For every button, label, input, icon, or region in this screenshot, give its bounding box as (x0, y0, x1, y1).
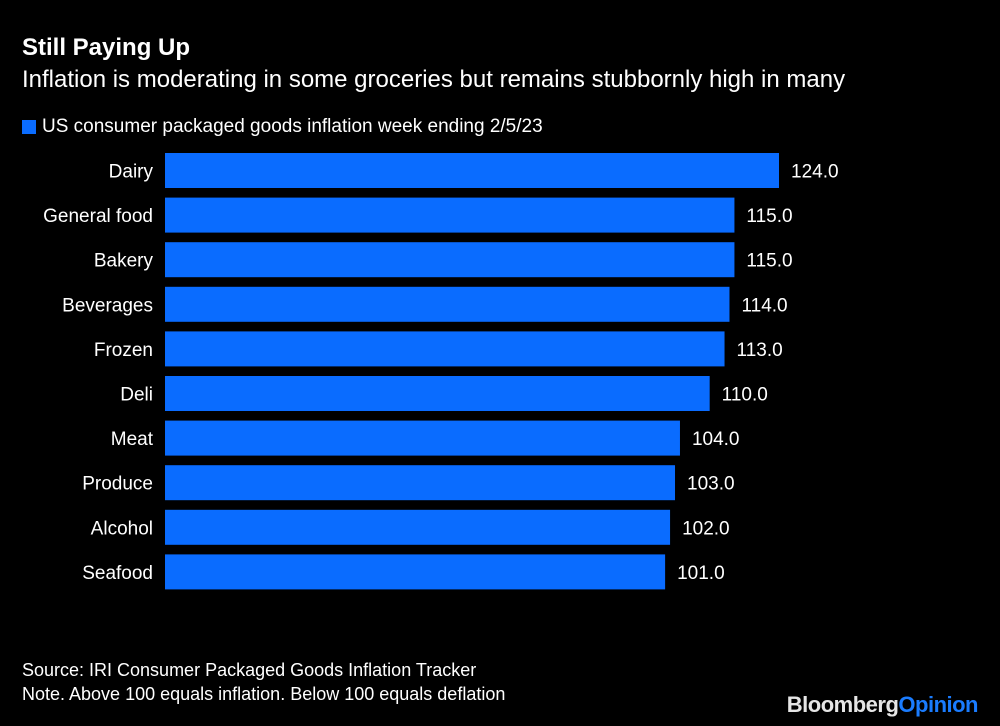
value-label: 103.0 (687, 474, 735, 495)
logo-part-1: Bloomberg (786, 692, 899, 717)
bloomberg-opinion-logo: BloombergOpinion (786, 692, 979, 718)
chart-subtitle: Inflation is moderating in some grocerie… (22, 66, 846, 93)
value-label: 114.0 (741, 295, 787, 316)
bar-general-food (165, 197, 735, 233)
bar-deli (165, 376, 710, 411)
bar-seafood (165, 554, 666, 590)
bar-beverages (165, 286, 730, 322)
legend: US consumer packaged goods inflation wee… (22, 116, 543, 138)
value-label: 101.0 (677, 563, 725, 584)
value-label: 124.0 (791, 162, 839, 183)
category-label: Seafood (82, 563, 153, 584)
value-label: 113.0 (737, 340, 783, 361)
bar-dairy (165, 153, 779, 188)
bar-meat (165, 420, 680, 456)
category-label: Dairy (109, 162, 154, 183)
category-label: Deli (120, 385, 153, 406)
logo-part-2: Opinion (898, 692, 978, 717)
bar-bakery (165, 242, 735, 278)
category-label: Produce (82, 474, 153, 495)
value-label: 110.0 (722, 385, 768, 406)
bar-produce (165, 465, 676, 501)
value-label: 115.0 (746, 206, 792, 227)
chart-title: Still Paying Up (22, 34, 191, 61)
value-label: 115.0 (746, 251, 792, 272)
legend-label: US consumer packaged goods inflation wee… (42, 116, 543, 137)
source-note: Source: IRI Consumer Packaged Goods Infl… (22, 660, 477, 680)
category-label: Alcohol (91, 518, 153, 539)
bar-alcohol (165, 509, 671, 545)
category-label: Frozen (94, 340, 153, 361)
category-label: Beverages (62, 295, 153, 316)
footnote: Note. Above 100 equals inflation. Below … (22, 684, 506, 704)
category-label: Meat (111, 429, 154, 450)
legend-swatch (22, 120, 36, 134)
value-label: 104.0 (692, 429, 740, 450)
category-label: Bakery (94, 251, 154, 272)
value-label: 102.0 (682, 518, 730, 539)
bar-frozen (165, 331, 725, 367)
category-label: General food (43, 206, 153, 227)
